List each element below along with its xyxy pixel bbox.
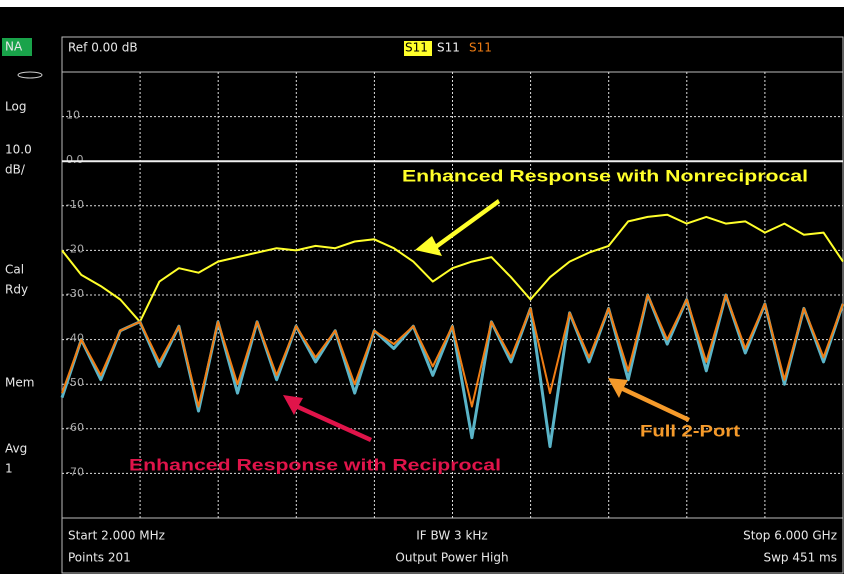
trace-line xyxy=(61,294,844,408)
y-tick-label: -60 xyxy=(66,421,84,434)
arrow-reciprocal xyxy=(283,395,372,442)
status-label: Avg xyxy=(5,442,27,456)
footer-power: Output Power High xyxy=(395,551,508,565)
y-tick-label: -50 xyxy=(66,376,84,389)
y-tick-label: -10 xyxy=(66,198,84,211)
status-label: NA xyxy=(5,40,23,54)
y-tick-label: -30 xyxy=(66,287,84,300)
reference-level: Ref 0.00 dB xyxy=(68,41,138,55)
top-strip xyxy=(0,0,844,7)
legend-entry: S11 xyxy=(437,41,460,55)
annotation: Enhanced Response with Reciprocal xyxy=(129,455,501,474)
annotation: Enhanced Response with Nonreciprocal xyxy=(402,166,808,185)
legend: S11 S11 S11 xyxy=(404,41,492,56)
legend-entry: S11 xyxy=(405,41,428,55)
footer-stop: Stop 6.000 GHz xyxy=(743,529,837,543)
y-tick-label: -70 xyxy=(66,465,84,478)
na-badge xyxy=(2,38,32,56)
y-tick-label: -20 xyxy=(66,242,84,255)
footer-start: Start 2.000 MHz xyxy=(68,529,165,543)
status-label: Mem xyxy=(5,376,34,390)
arrow-full-2-port xyxy=(608,378,690,422)
status-label: Cal xyxy=(5,263,24,277)
traces xyxy=(60,160,844,449)
footer-points: Points 201 xyxy=(68,551,131,565)
annotations: Enhanced Response with Nonreciprocal Enha… xyxy=(129,166,808,474)
legend-highlight xyxy=(404,41,432,56)
y-tick-label: 0.0 xyxy=(66,153,84,166)
footer-sweep: Swp 451 ms xyxy=(763,551,837,565)
status-label: Log xyxy=(5,100,26,114)
legend-entry: S11 xyxy=(469,41,492,55)
trace-line xyxy=(61,213,844,323)
arrow-nonreciprocal xyxy=(415,199,500,256)
status-panel: NA Log 10.0 dB/Cal Rdy Mem Avg 1 xyxy=(5,40,34,476)
status-label: 1 xyxy=(5,462,13,476)
status-label: 10.0 xyxy=(5,143,32,157)
grid: 100.0-10-20-30-40-50-60-70 xyxy=(62,72,843,518)
annotation: Full 2-Port xyxy=(640,421,740,440)
header-box xyxy=(61,36,844,73)
footer-if-bw: IF BW 3 kHz xyxy=(416,529,487,543)
status-label: dB/ xyxy=(5,163,26,177)
footer-box xyxy=(61,517,844,574)
y-tick-label: 10 xyxy=(66,109,80,122)
trace-icon xyxy=(17,71,43,79)
status-label: Rdy xyxy=(5,283,28,297)
